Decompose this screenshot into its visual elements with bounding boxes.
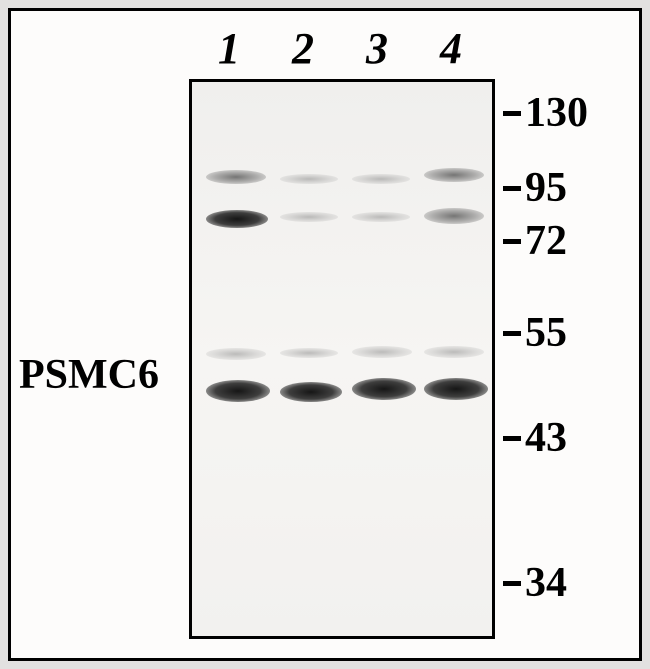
blot-band [352, 378, 416, 400]
blot-band [206, 210, 268, 228]
marker-value: 43 [525, 414, 567, 462]
mw-marker-130: 130 [503, 89, 588, 137]
blot-band [206, 380, 270, 402]
lane-label-1: 1 [199, 23, 259, 74]
blot-band [206, 170, 266, 184]
marker-tick-icon [503, 111, 521, 116]
blot-band [424, 168, 484, 182]
mw-marker-43: 43 [503, 414, 567, 462]
marker-value: 130 [525, 89, 588, 137]
lane-labels-row: 1 2 3 4 [199, 23, 481, 74]
marker-value: 95 [525, 164, 567, 212]
blot-band [352, 174, 410, 184]
blot-band [280, 382, 342, 402]
lane-label-2: 2 [273, 23, 333, 74]
marker-tick-icon [503, 331, 521, 336]
blot-band [280, 348, 338, 358]
mw-marker-34: 34 [503, 559, 567, 607]
marker-value: 72 [525, 217, 567, 265]
figure-container: 1 2 3 4 PSMC6 130 95 72 55 43 34 [8, 8, 642, 661]
blot-lanes-area [192, 82, 492, 636]
marker-tick-icon [503, 239, 521, 244]
marker-value: 34 [525, 559, 567, 607]
blot-band [206, 348, 266, 360]
marker-tick-icon [503, 436, 521, 441]
mw-marker-55: 55 [503, 309, 567, 357]
protein-name-label: PSMC6 [19, 351, 159, 399]
lane-label-3: 3 [347, 23, 407, 74]
blot-band [280, 174, 338, 184]
mw-marker-95: 95 [503, 164, 567, 212]
marker-tick-icon [503, 186, 521, 191]
mw-marker-72: 72 [503, 217, 567, 265]
marker-value: 55 [525, 309, 567, 357]
marker-tick-icon [503, 581, 521, 586]
blot-band [424, 208, 484, 224]
blot-band [352, 346, 412, 358]
blot-band [424, 346, 484, 358]
blot-band [352, 212, 410, 222]
lane-label-4: 4 [421, 23, 481, 74]
blot-band [424, 378, 488, 400]
western-blot-box [189, 79, 495, 639]
blot-band [280, 212, 338, 222]
